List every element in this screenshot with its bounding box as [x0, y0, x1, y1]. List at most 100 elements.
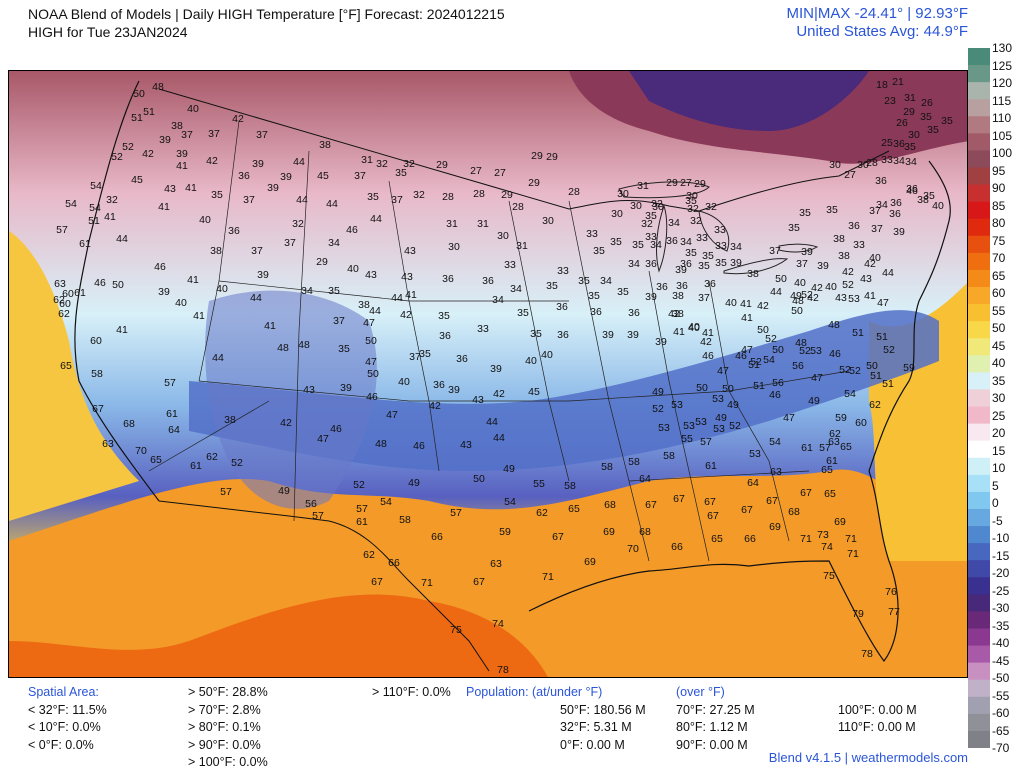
temperature-label: 28: [866, 157, 878, 169]
temperature-label: 29: [694, 178, 706, 190]
temperature-label: 57: [700, 436, 712, 448]
temperature-map: 50 48 51 51 40 42 39 38 37 37 37 38 52 52 42 39 41 42 39 44…: [8, 70, 968, 678]
pop-over-70: 70°F: 27.25 M: [676, 702, 755, 717]
temperature-label: 64: [639, 473, 651, 485]
temperature-label: 49: [715, 412, 727, 424]
temperature-label: 35: [826, 204, 838, 216]
temperature-label: 50: [112, 279, 124, 291]
temperature-label: 51: [876, 331, 888, 343]
temperature-label: 53: [848, 293, 860, 305]
temperature-label: 40: [541, 349, 553, 361]
temperature-label: 71: [847, 548, 859, 560]
temperature-label: 51: [753, 380, 765, 392]
temperature-label: 42: [142, 148, 154, 160]
temperature-label: 37: [181, 129, 193, 141]
temperature-label: 45: [528, 386, 540, 398]
color-scale-tick: 65: [992, 268, 1006, 283]
temperature-label: 53: [810, 345, 822, 357]
temperature-label: 27: [494, 167, 506, 179]
temperature-label: 42: [811, 282, 823, 294]
temperature-label: 31: [477, 218, 489, 230]
color-scale-step: [968, 423, 990, 442]
color-scale-step: [968, 116, 990, 134]
color-scale-bar: [968, 48, 990, 749]
temperature-label: 38: [224, 414, 236, 426]
color-scale-step: [968, 287, 990, 305]
temperature-label: 67: [92, 403, 104, 415]
temperature-label: 74: [821, 541, 833, 553]
temperature-label: 35: [941, 115, 953, 127]
temperature-label: 33: [715, 240, 727, 252]
temperature-label: 78: [497, 664, 509, 676]
color-scale-step: [968, 372, 990, 390]
temperature-label: 63: [490, 558, 502, 570]
temperature-label: 37: [698, 292, 710, 304]
pop-under-50: 50°F: 180.56 M: [560, 702, 646, 717]
color-scale-step: [968, 491, 990, 510]
temperature-label: 35: [211, 189, 223, 201]
temperature-label: 34: [668, 217, 680, 229]
min-max-readout: MIN|MAX -24.41° | 92.93°F: [786, 5, 968, 22]
temperature-label: 43: [860, 273, 872, 285]
temperature-label: 65: [568, 503, 580, 515]
temperature-label: 52: [849, 365, 861, 377]
color-scale-step: [968, 645, 990, 664]
temperature-label: 27: [470, 165, 482, 177]
temperature-label: 56: [305, 498, 317, 510]
temperature-label: 25: [881, 137, 893, 149]
temperature-label: 51: [131, 112, 143, 124]
color-scale-tick: -60: [992, 706, 1010, 720]
temperature-label: 35: [698, 260, 710, 272]
color-scale-step: [968, 713, 990, 732]
temperature-label: 54: [769, 436, 781, 448]
temperature-label: 37: [243, 194, 255, 206]
temperature-label: 32: [705, 201, 717, 213]
temperature-label: 36: [628, 307, 640, 319]
color-scale-tick: -5: [992, 513, 1003, 528]
temperature-label: 66: [431, 531, 443, 543]
temperature-label: 49: [790, 290, 802, 302]
temperature-label: 36: [433, 379, 445, 391]
temperature-label: 52: [799, 345, 811, 357]
temperature-label: 33: [881, 154, 893, 166]
color-scale-tick: 100: [992, 146, 1013, 160]
color-scale-tick: 90: [992, 181, 1006, 195]
temperature-label: 41: [741, 312, 753, 324]
color-scale-step: [968, 48, 990, 66]
us-mexico-border: [158, 500, 490, 672]
temperature-label: 64: [168, 424, 180, 436]
temperature-label: 27: [680, 177, 692, 189]
stat-above-90: > 90°F: 0.0%: [188, 737, 261, 752]
temperature-label: 30: [542, 215, 554, 227]
temperature-label: 30: [630, 200, 642, 212]
temperature-label: 50: [133, 88, 145, 100]
temperature-label: 33: [853, 239, 865, 251]
color-scale-tick: 50: [992, 321, 1006, 335]
temperature-label: 35: [904, 141, 916, 153]
temperature-label: 40: [199, 214, 211, 226]
temperature-label: 47: [741, 344, 753, 356]
temperature-label: 66: [744, 533, 756, 545]
temperature-label: 44: [296, 194, 308, 206]
temperature-label: 38: [833, 233, 845, 245]
temperature-label: 31: [516, 240, 528, 252]
temperature-label: 49: [652, 386, 664, 398]
temperature-label: 47: [365, 356, 377, 368]
lake-ontario: [778, 243, 819, 253]
us-average-readout: United States Avg: 44.9°F: [796, 23, 968, 40]
temperature-label: 36: [656, 281, 668, 293]
temperature-label: 35: [617, 286, 629, 298]
temperature-label: 67: [704, 496, 716, 508]
color-scale-step: [968, 252, 990, 271]
pop-under-0: 0°F: 0.00 M: [560, 737, 625, 752]
temperature-label: 36: [238, 170, 250, 182]
pop-under-32: 32°F: 5.31 M: [560, 720, 632, 734]
temperature-label: 49: [503, 463, 515, 475]
color-scale-tick: 130: [992, 41, 1013, 55]
temperature-label: 49: [808, 395, 820, 407]
temperature-label: 62: [829, 428, 841, 440]
temperature-label: 35: [588, 290, 600, 302]
temperature-label: 41: [185, 182, 197, 194]
stat-below-32: < 32°F: 11.5%: [28, 702, 107, 717]
temperature-label: 32: [687, 203, 699, 215]
